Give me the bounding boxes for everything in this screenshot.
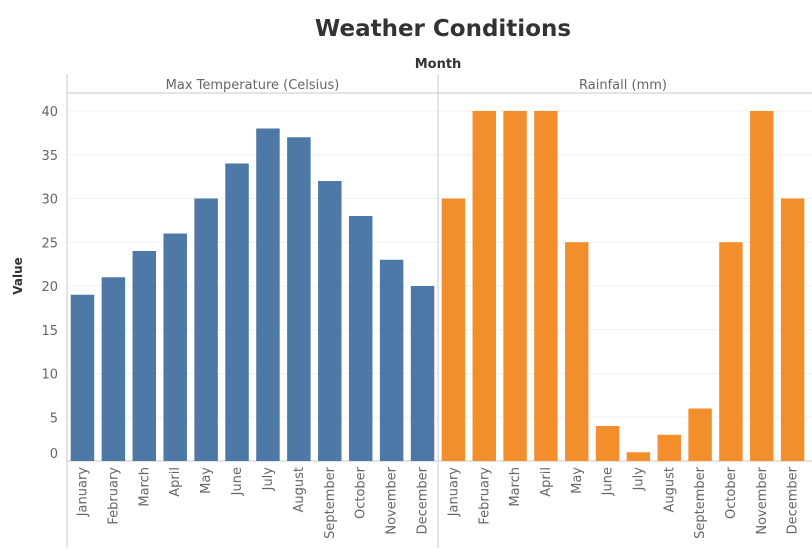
x-tick-label: December: [416, 466, 431, 534]
x-tick-label: September: [693, 466, 708, 539]
x-tick-label: October: [354, 466, 369, 519]
bar-august: [287, 137, 311, 461]
x-tick-label: August: [662, 467, 677, 513]
y-tick-label: 35: [41, 149, 58, 164]
x-tick-label: March: [508, 467, 523, 507]
x-tick-label: July: [631, 467, 646, 492]
bar-july: [256, 128, 280, 461]
x-tick-label: December: [786, 466, 801, 534]
bar-january: [70, 294, 95, 461]
panel-2: Rainfall (mm) January February March April Ma…: [441, 78, 805, 539]
bar-february: [472, 111, 496, 461]
x-tick-label: July: [261, 467, 276, 492]
bar-june: [225, 163, 249, 461]
bar-october: [719, 242, 743, 461]
bar-november: [750, 111, 774, 461]
panel-1: Max Temperature (Celsius) January February…: [70, 78, 435, 539]
y-tick-label: 25: [41, 236, 58, 251]
bar-april: [163, 233, 187, 461]
x-tick-label: April: [168, 467, 183, 497]
x-tick-label: August: [292, 467, 307, 513]
column-header: Month: [415, 57, 462, 72]
y-axis: 0 5 10 15 20 25 30 35 40: [41, 105, 812, 462]
bar-may: [565, 242, 589, 461]
y-tick-label: 0: [50, 447, 58, 462]
bar-april: [534, 111, 558, 461]
x-tick-label: February: [477, 467, 492, 525]
y-tick-label: 15: [41, 324, 58, 339]
x-tick-label: March: [137, 467, 152, 507]
bar-october: [348, 216, 373, 461]
bar-september: [688, 408, 712, 461]
panel-title: Rainfall (mm): [579, 78, 667, 93]
panel-title: Max Temperature (Celsius): [166, 78, 340, 93]
x-tick-label: October: [724, 466, 739, 519]
bar-november: [379, 259, 404, 461]
x-tick-label: November: [755, 466, 770, 534]
bar-march: [503, 111, 527, 461]
x-tick-label: May: [199, 467, 214, 494]
x-tick-label: May: [570, 467, 585, 494]
y-tick-label: 5: [50, 411, 58, 426]
x-tick-label: September: [323, 466, 338, 539]
y-tick-label: 40: [41, 105, 58, 120]
bar-july: [626, 452, 651, 461]
chart-title: Weather Conditions: [315, 16, 571, 42]
x-tick-label: June: [230, 467, 245, 496]
bar-january: [441, 198, 466, 461]
x-tick-label: November: [385, 466, 400, 534]
bar-december: [410, 286, 435, 461]
y-tick-label: 10: [41, 368, 58, 383]
bar-august: [657, 434, 681, 461]
chart-panels: Max Temperature (Celsius) January February…: [66, 74, 812, 548]
y-tick-label: 20: [41, 280, 58, 295]
bar-september: [318, 181, 342, 461]
y-tick-label: 30: [41, 193, 58, 208]
x-tick-label: January: [446, 467, 461, 518]
x-tick-label: February: [106, 467, 121, 525]
bar-march: [132, 251, 157, 461]
bar-june: [595, 426, 620, 461]
bar-february: [101, 277, 126, 461]
bar-may: [194, 198, 218, 461]
y-axis-label: Value: [11, 257, 25, 295]
x-tick-label: June: [601, 467, 616, 496]
bar-december: [780, 198, 805, 461]
x-tick-label: January: [75, 467, 90, 518]
x-tick-label: April: [539, 467, 554, 497]
